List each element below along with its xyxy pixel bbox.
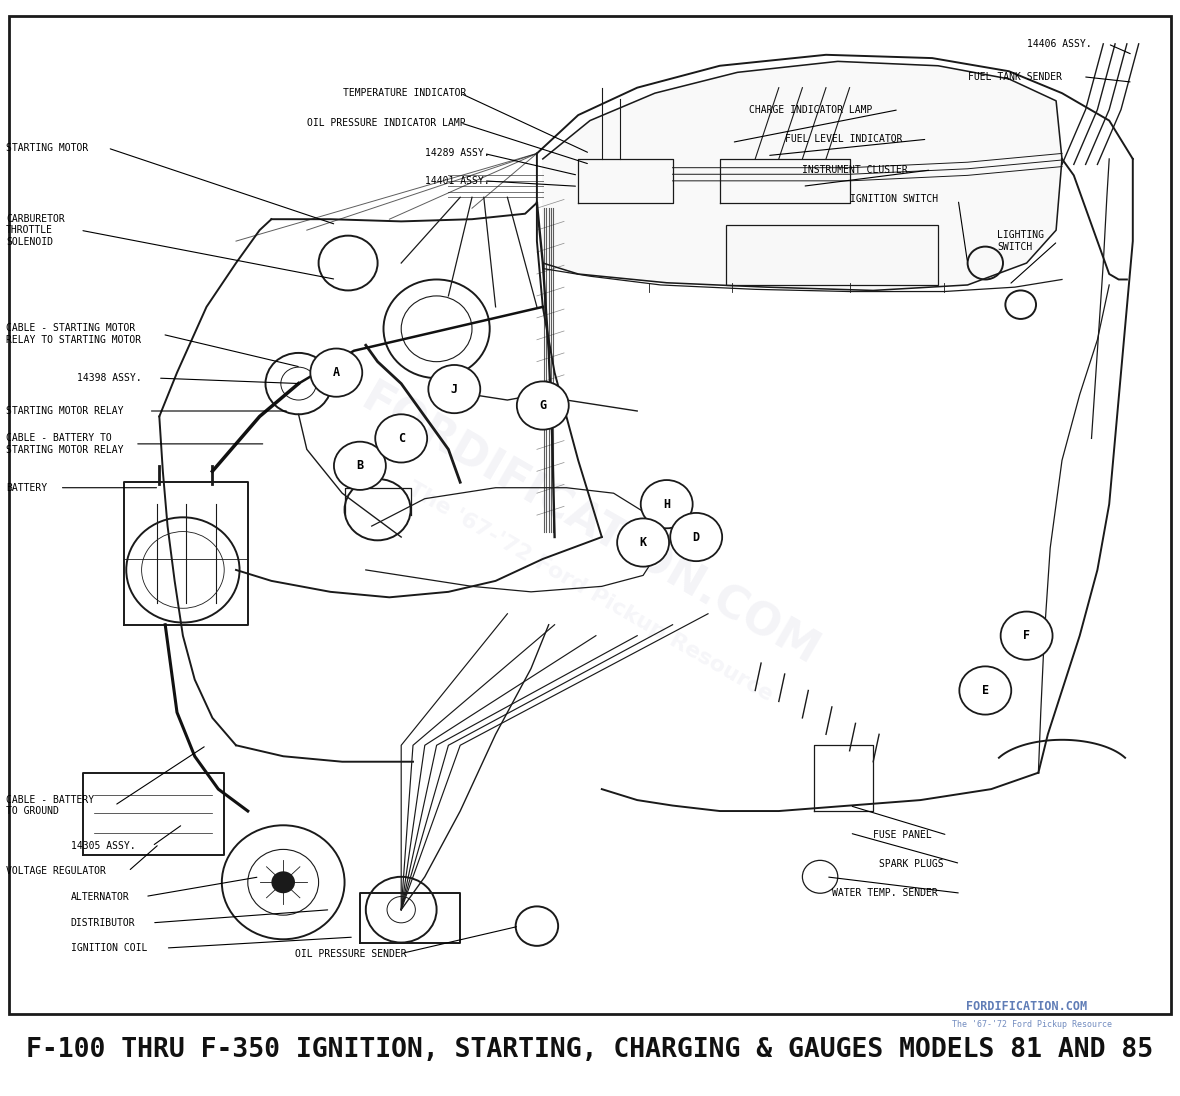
Text: FUSE PANEL: FUSE PANEL: [873, 830, 932, 841]
Text: TEMPERATURE INDICATOR: TEMPERATURE INDICATOR: [342, 88, 466, 99]
Circle shape: [670, 513, 722, 561]
Text: ALTERNATOR: ALTERNATOR: [71, 891, 130, 902]
Text: B: B: [356, 459, 363, 472]
Text: OIL PRESSURE SENDER: OIL PRESSURE SENDER: [295, 948, 407, 959]
Text: STARTING MOTOR RELAY: STARTING MOTOR RELAY: [6, 406, 124, 416]
Text: D: D: [693, 530, 700, 544]
Text: 14401 ASSY.: 14401 ASSY.: [425, 175, 490, 186]
Circle shape: [517, 381, 569, 430]
Text: G: G: [539, 399, 546, 412]
Circle shape: [959, 666, 1011, 715]
Text: The '67-'72 Ford Pickup Resource: The '67-'72 Ford Pickup Resource: [404, 479, 776, 705]
Text: F: F: [1023, 629, 1030, 642]
Text: LIGHTING
SWITCH: LIGHTING SWITCH: [997, 230, 1044, 252]
Text: K: K: [640, 536, 647, 549]
Text: J: J: [451, 383, 458, 396]
Text: 14289 ASSY.: 14289 ASSY.: [425, 148, 490, 159]
Text: OIL PRESSURE INDICATOR LAMP: OIL PRESSURE INDICATOR LAMP: [308, 117, 466, 128]
Text: C: C: [398, 432, 405, 445]
Text: DISTRIBUTOR: DISTRIBUTOR: [71, 917, 136, 928]
Text: FORDIFICATION.COM: FORDIFICATION.COM: [966, 1000, 1087, 1013]
Text: IGNITION SWITCH: IGNITION SWITCH: [850, 194, 938, 205]
Text: CABLE - BATTERY
TO GROUND: CABLE - BATTERY TO GROUND: [6, 795, 94, 817]
Circle shape: [641, 480, 693, 528]
Text: CARBURETOR
THROTTLE
SOLENOID: CARBURETOR THROTTLE SOLENOID: [6, 214, 65, 247]
Bar: [726, 225, 938, 285]
Circle shape: [428, 365, 480, 413]
Text: INSTRUMENT CLUSTER: INSTRUMENT CLUSTER: [802, 164, 909, 175]
Text: A: A: [333, 366, 340, 379]
Text: IGNITION COIL: IGNITION COIL: [71, 943, 148, 954]
Text: WATER TEMP. SENDER: WATER TEMP. SENDER: [832, 888, 938, 899]
Text: CABLE - BATTERY TO
STARTING MOTOR RELAY: CABLE - BATTERY TO STARTING MOTOR RELAY: [6, 433, 124, 455]
Circle shape: [617, 518, 669, 567]
Text: 14398 ASSY.: 14398 ASSY.: [77, 373, 142, 384]
Text: BATTERY: BATTERY: [6, 482, 47, 493]
Circle shape: [271, 871, 295, 893]
Text: 14406 ASSY.: 14406 ASSY.: [1027, 38, 1092, 49]
Text: CABLE - STARTING MOTOR
RELAY TO STARTING MOTOR: CABLE - STARTING MOTOR RELAY TO STARTING…: [6, 323, 142, 345]
Text: CHARGE INDICATOR LAMP: CHARGE INDICATOR LAMP: [749, 104, 873, 115]
Text: 14305 ASSY.: 14305 ASSY.: [71, 841, 136, 852]
Text: F-100 THRU F-350 IGNITION, STARTING, CHARGING & GAUGES MODELS 81 AND 85: F-100 THRU F-350 IGNITION, STARTING, CHA…: [26, 1037, 1154, 1063]
Text: H: H: [663, 498, 670, 511]
Text: VOLTAGE REGULATOR: VOLTAGE REGULATOR: [6, 866, 106, 877]
Text: The '67-'72 Ford Pickup Resource: The '67-'72 Ford Pickup Resource: [952, 1020, 1113, 1029]
Circle shape: [334, 442, 386, 490]
Text: FORDIFICATION.COM: FORDIFICATION.COM: [354, 377, 826, 675]
Text: E: E: [982, 684, 989, 697]
Text: STARTING MOTOR: STARTING MOTOR: [6, 142, 88, 153]
Circle shape: [310, 349, 362, 397]
Polygon shape: [543, 61, 1062, 290]
Text: FUEL TANK SENDER: FUEL TANK SENDER: [968, 71, 1062, 82]
Text: FUEL LEVEL INDICATOR: FUEL LEVEL INDICATOR: [785, 134, 903, 145]
Text: SPARK PLUGS: SPARK PLUGS: [879, 858, 944, 869]
Circle shape: [1001, 612, 1053, 660]
Circle shape: [375, 414, 427, 463]
